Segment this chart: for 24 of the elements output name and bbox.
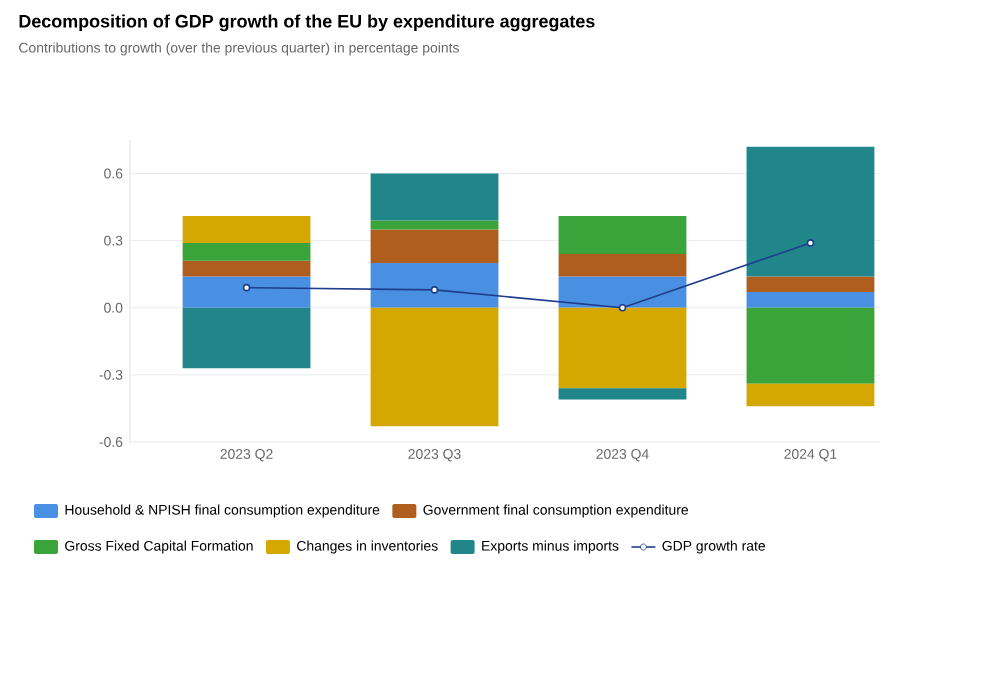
- bar: [182, 216, 311, 243]
- point: [242, 283, 251, 292]
- point: [430, 286, 439, 294]
- bar: [746, 307, 875, 384]
- bar: [558, 276, 687, 308]
- bar: [746, 383, 875, 407]
- bar: [558, 216, 687, 255]
- bar: [370, 173, 499, 221]
- bar: [558, 388, 687, 400]
- bar: [370, 307, 499, 427]
- bar: [746, 276, 875, 293]
- bar: [182, 276, 311, 308]
- bar: [182, 260, 311, 277]
- bar: [558, 307, 687, 389]
- bar: [746, 146, 875, 277]
- point: [806, 239, 815, 247]
- chart-title: Decomposition of GDP growth of the EU by expenditure aggregates: [19, 14, 595, 32]
- bar: [746, 292, 875, 308]
- bar: [558, 254, 687, 277]
- bar: [182, 242, 311, 261]
- bar: [370, 263, 499, 308]
- bar: [182, 307, 311, 369]
- point: [618, 303, 627, 312]
- bar: [370, 229, 499, 264]
